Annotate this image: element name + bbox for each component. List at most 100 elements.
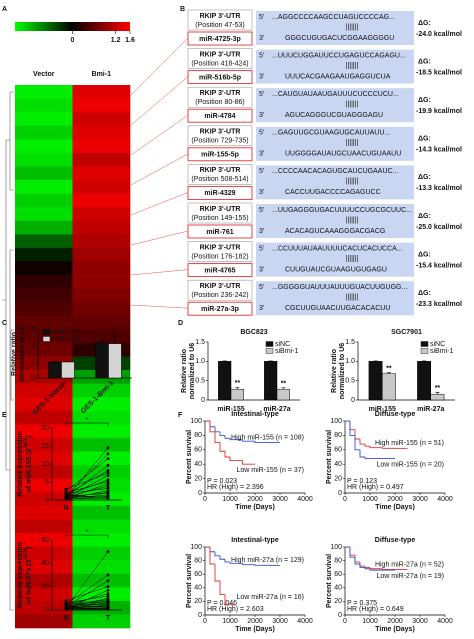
mirna-name: miR-4765 <box>204 267 235 274</box>
y-axis-label-part: ) <box>26 436 33 438</box>
mirna-name: miR-761 <box>206 229 233 236</box>
target-sequence: ...UUGAGGGUGACUUUUCCUGCGCUUC... <box>272 207 412 214</box>
mirna-sequence: UUGGGGAUAUGCUAACUGUAAUU <box>285 151 401 158</box>
legend-swatch <box>265 348 274 354</box>
heatmap-cell <box>72 85 131 99</box>
heatmap-cell <box>72 166 131 181</box>
survival-step <box>349 421 355 436</box>
y-tick-label: 20 <box>194 598 202 605</box>
heatmap-cell <box>15 587 73 602</box>
pair-line <box>65 607 109 610</box>
y-axis-label: of miR-27a (2-ΔCt) <box>23 547 33 604</box>
heatmap-cell <box>15 410 73 425</box>
pair-line <box>65 470 109 495</box>
pair-line <box>65 488 109 494</box>
x-tick-label: 4000 <box>297 618 313 625</box>
pair-point <box>64 599 68 603</box>
pair-line <box>65 586 109 601</box>
x-tick-label: N <box>63 505 68 512</box>
heatmap-cell <box>15 437 73 452</box>
heatmap-cell <box>72 505 131 520</box>
survival-step <box>349 547 355 558</box>
survival-step <box>349 547 355 556</box>
delta-g-label: ΔG: <box>418 20 431 27</box>
y-tick-label: 1.5 <box>195 339 205 346</box>
delta-g-value: -13.3 kcal/mol <box>416 185 462 192</box>
survival-step <box>219 442 225 452</box>
heatmap-cell <box>72 288 131 303</box>
heatmap-cell <box>15 383 73 398</box>
heatmap-cell <box>15 180 73 194</box>
legend-swatch <box>265 341 274 347</box>
y-axis-label-part: of miR-27a (2 <box>26 559 33 603</box>
legend-label: siBmi-1 <box>430 348 453 355</box>
mirna-box <box>187 185 253 200</box>
y-axis-label-superscript: -ΔCt <box>23 549 29 560</box>
heatmap-cell <box>72 573 131 588</box>
pair-line <box>65 486 109 498</box>
survival-step <box>242 439 255 442</box>
survival-step <box>354 435 360 451</box>
y-tick-label: 40 <box>334 461 342 468</box>
chart-title: BGC823 <box>240 329 267 336</box>
pair-point <box>106 592 110 596</box>
survival-step <box>359 564 365 568</box>
pair-line <box>65 574 109 605</box>
note: HR (High) = 2.603 <box>207 606 264 613</box>
target-sequence: ...AGGCCCCAAGCCUAGUCCCCAG... <box>272 14 395 21</box>
y-tick-label: 0 <box>351 397 355 404</box>
utr-label: RKIP 3'-UTR <box>200 90 241 97</box>
target-sequence: ...CAUGUAUAAUGAUUUCUCCCUCU... <box>272 91 399 98</box>
survival-step <box>229 438 243 441</box>
series-label: Low miR-155 (n = 20) <box>376 461 444 468</box>
target-sequence: ...CCCCAACACAGUGCAUCUGAAUC... <box>272 168 398 175</box>
survival-step <box>229 561 243 564</box>
y-axis-label-part: ) <box>26 547 33 549</box>
legend-label: miR-155 <box>52 336 79 343</box>
survival-step <box>364 444 370 447</box>
pair-point <box>106 474 110 477</box>
connector <box>130 153 189 186</box>
y-tick-label: 20 <box>334 598 342 605</box>
y-tick-label: 3 <box>31 327 35 334</box>
five-prime: 5' <box>259 52 264 59</box>
survival-step <box>254 441 268 444</box>
three-prime: 3' <box>259 266 264 273</box>
mirna-box <box>187 108 253 123</box>
x-tick-label: 3000 <box>272 618 288 625</box>
mirna-box <box>187 70 253 85</box>
error-bar <box>100 340 105 343</box>
mirna-box <box>187 31 253 46</box>
y-tick-label: 80 <box>334 432 342 439</box>
pair-line <box>65 606 109 608</box>
pair-point <box>64 607 68 611</box>
color-tick-label: 0 <box>71 37 75 44</box>
y-tick-label: 20 <box>334 475 342 482</box>
connector <box>130 269 189 276</box>
y-axis-label: Relative ratio <box>11 332 18 376</box>
survival-step <box>354 555 360 563</box>
five-prime: 5' <box>259 207 264 214</box>
delta-g-value: -19.9 kcal/mol <box>416 108 462 115</box>
heatmap-cell <box>15 546 73 561</box>
delta-g-value: -14.3 kcal/mol <box>416 147 462 154</box>
note: P = 0.023 <box>207 478 237 485</box>
series-label: Low miR-27a (n = 16) <box>236 594 304 601</box>
survival-step <box>369 446 383 449</box>
y-axis-label: Relative expression <box>17 431 24 497</box>
heatmap-cell <box>72 465 131 479</box>
sequence-background <box>256 204 414 238</box>
pair-line <box>65 481 109 494</box>
chart-title: Diffuse-type <box>375 537 416 544</box>
three-prime: 3' <box>259 73 264 80</box>
y-axis-label: normalized to U6 <box>19 326 26 383</box>
x-tick-label: 3000 <box>412 496 428 503</box>
pair-point <box>106 487 110 490</box>
series-label: High miR-155 (n = 51) <box>375 440 444 447</box>
utr-label: RKIP 3'-UTR <box>200 283 241 290</box>
series-label: High miR-27a (n = 129) <box>231 557 304 564</box>
pairing: ||||||| <box>346 294 359 301</box>
five-prime: 5' <box>259 130 264 137</box>
pair-point <box>106 464 110 467</box>
delta-g-label: ΔG: <box>418 213 431 220</box>
